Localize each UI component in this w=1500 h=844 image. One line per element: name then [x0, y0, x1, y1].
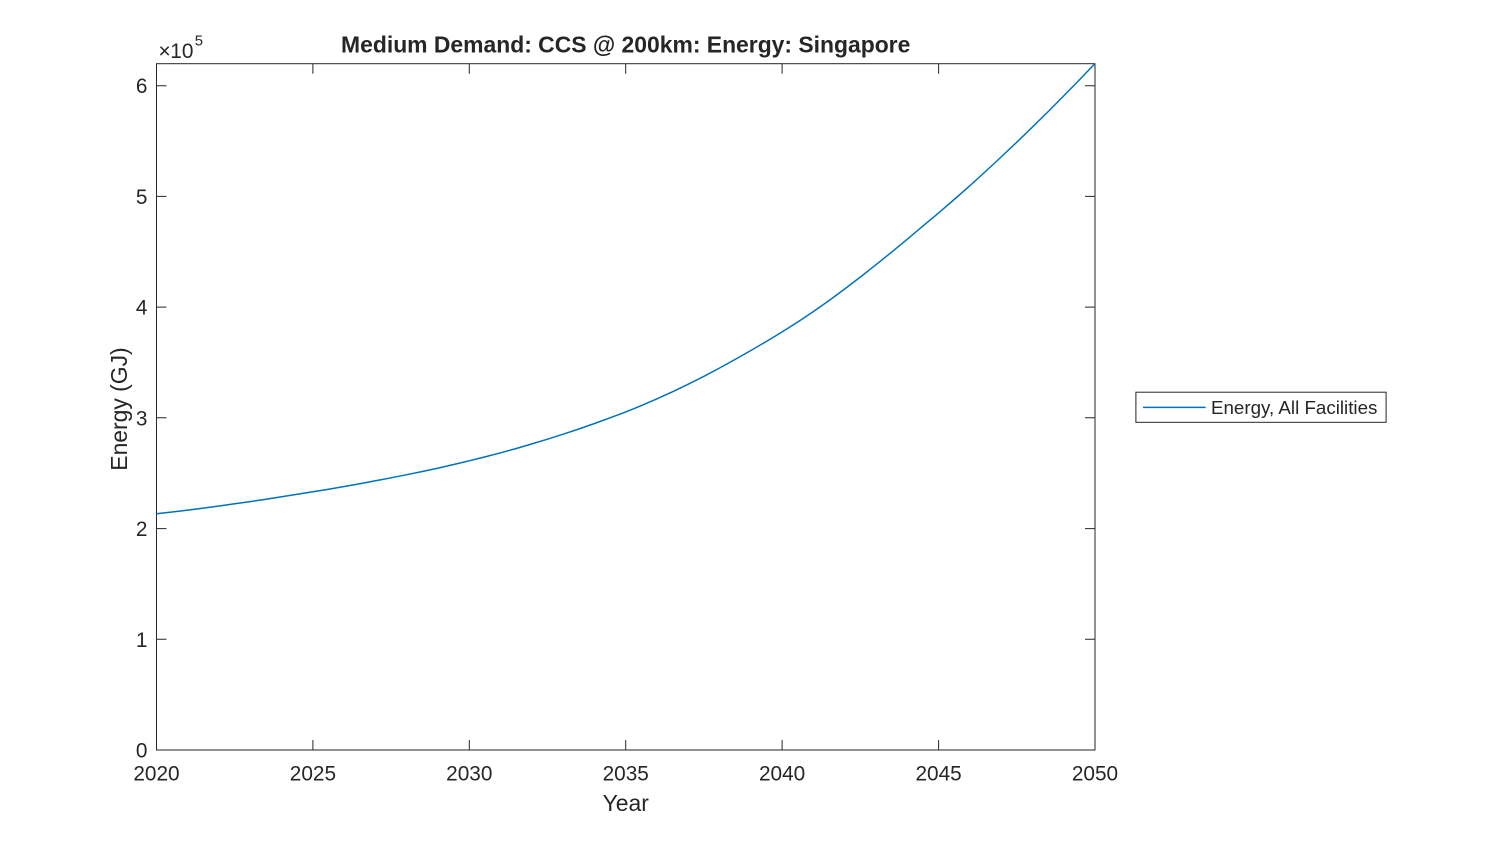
svg-text:×105: ×105 — [159, 33, 204, 62]
svg-text:0: 0 — [136, 740, 148, 763]
svg-text:Energy, All Facilities: Energy, All Facilities — [1211, 397, 1377, 418]
svg-text:3: 3 — [136, 407, 148, 430]
svg-text:2035: 2035 — [603, 763, 649, 786]
svg-text:2040: 2040 — [759, 763, 805, 786]
svg-text:2: 2 — [136, 518, 148, 541]
svg-text:2025: 2025 — [290, 763, 336, 786]
svg-text:Energy (GJ): Energy (GJ) — [106, 347, 132, 470]
svg-text:2020: 2020 — [133, 763, 179, 786]
svg-text:2050: 2050 — [1072, 763, 1118, 786]
svg-text:6: 6 — [136, 75, 148, 98]
svg-text:5: 5 — [136, 186, 148, 209]
svg-text:2030: 2030 — [446, 763, 492, 786]
svg-text:4: 4 — [136, 297, 148, 320]
svg-text:Medium Demand: CCS @ 200km: En: Medium Demand: CCS @ 200km: Energy: Sing… — [341, 31, 910, 57]
svg-text:2045: 2045 — [915, 763, 961, 786]
svg-text:Year: Year — [603, 790, 650, 816]
svg-text:1: 1 — [136, 629, 148, 652]
